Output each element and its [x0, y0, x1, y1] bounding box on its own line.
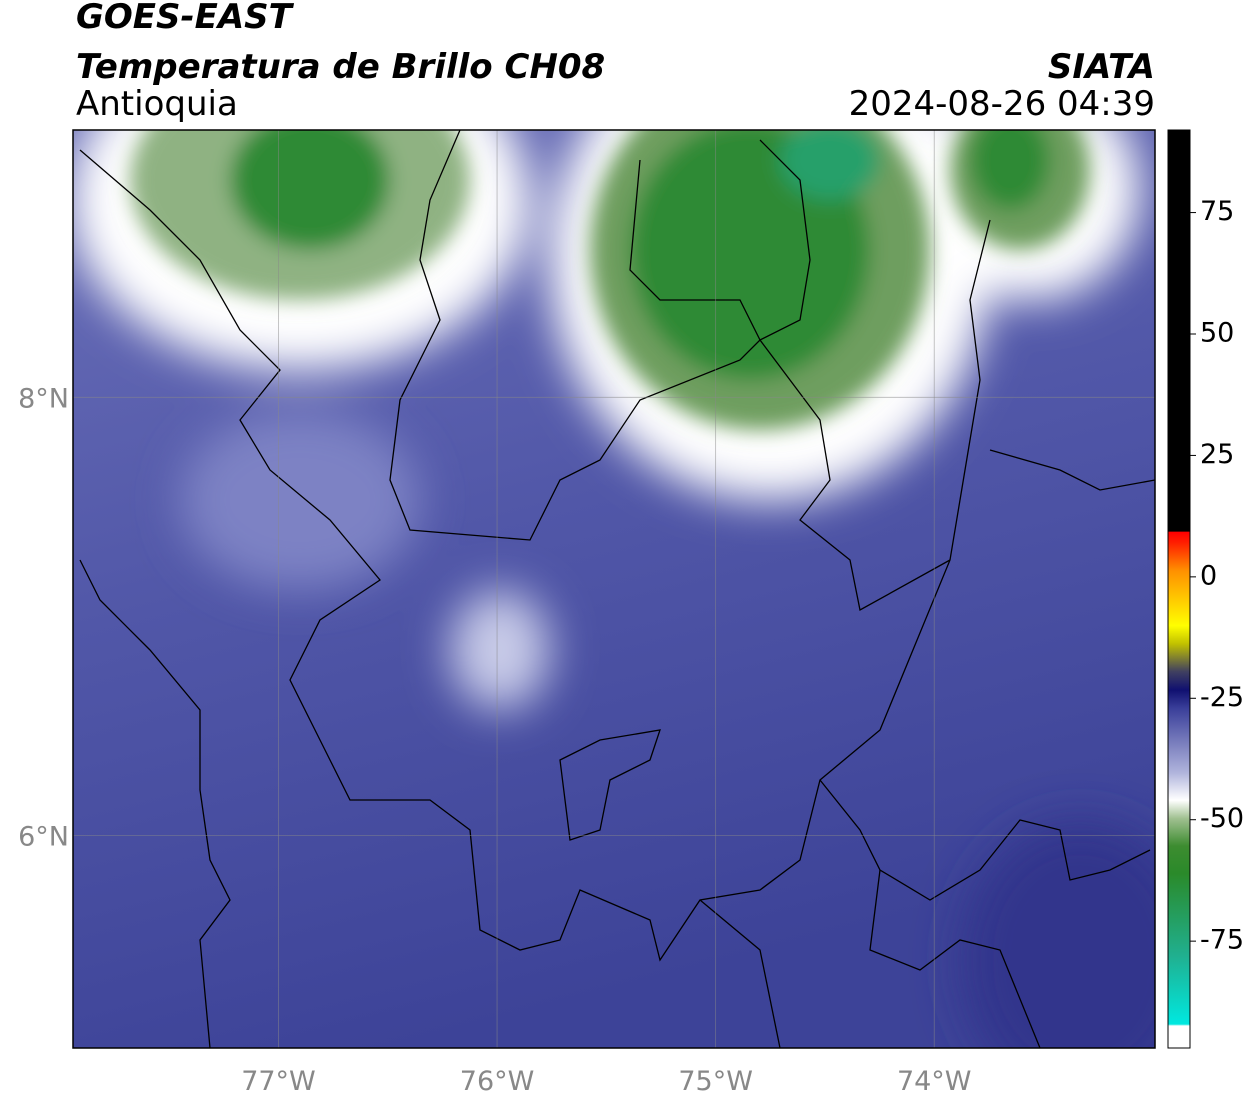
colorbar-tick-label: -75	[1200, 925, 1244, 956]
colorbar-tick-label: -50	[1200, 803, 1244, 834]
lon-tick-label: 76°W	[460, 1066, 535, 1097]
subtitle: Temperatura de Brillo CH08	[76, 47, 605, 87]
timestamp: 2024-08-26 04:39	[849, 84, 1155, 124]
lon-tick-label: 77°W	[241, 1066, 316, 1097]
colorbar	[1167, 129, 1191, 1049]
source: SIATA	[1048, 47, 1155, 87]
colorbar-tick-label: 75	[1200, 196, 1234, 227]
satellite-image	[73, 130, 1155, 1048]
lat-tick-label: 6°N	[18, 821, 69, 852]
colorbar-tick-label: -25	[1200, 682, 1244, 713]
region: Antioquia	[76, 84, 238, 124]
colorbar-tick-label: 0	[1200, 560, 1217, 591]
lon-tick-label: 75°W	[678, 1066, 753, 1097]
map-frame	[72, 129, 1156, 1049]
colorbar-tick-label: 25	[1200, 439, 1234, 470]
lat-tick-label: 8°N	[18, 383, 69, 414]
colorbar-tick-label: 50	[1200, 318, 1234, 349]
title: GOES-EAST	[76, 0, 295, 37]
lon-tick-label: 74°W	[897, 1066, 972, 1097]
